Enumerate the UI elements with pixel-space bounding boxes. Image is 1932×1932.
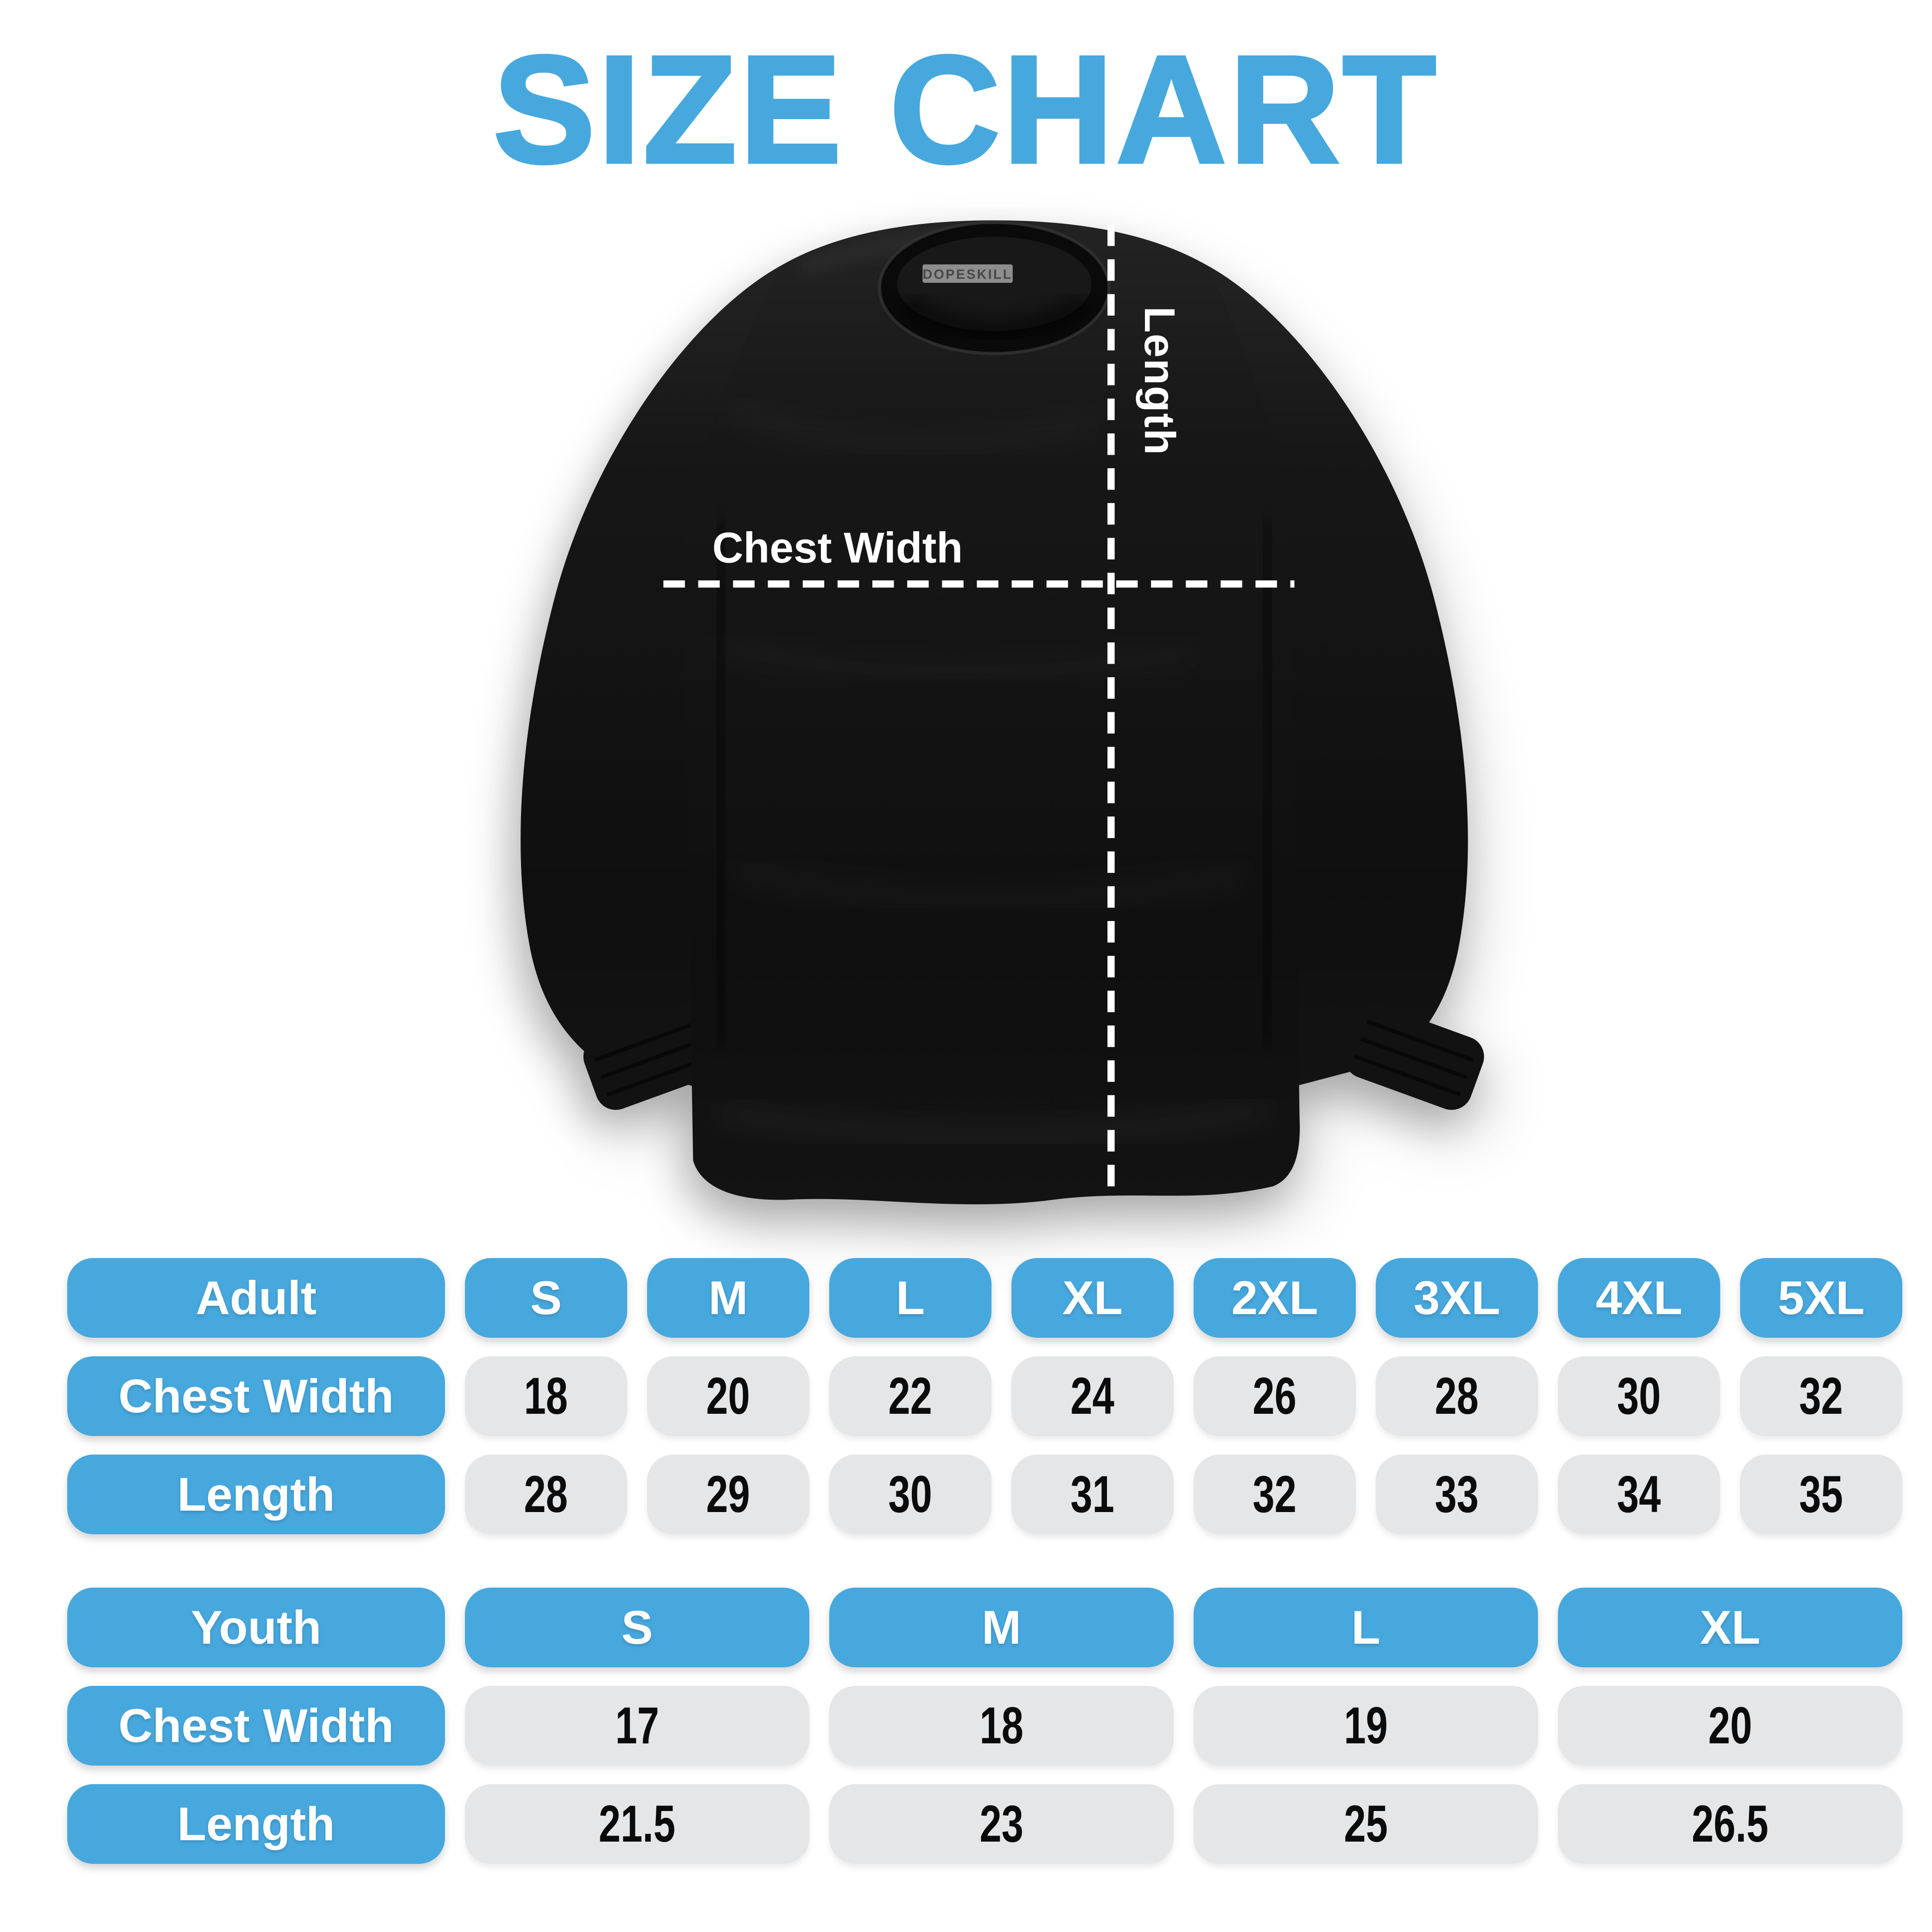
table-cell: 32	[1194, 1455, 1356, 1534]
youth-row-label: Chest Width	[67, 1686, 445, 1766]
wrinkle-highlight	[731, 863, 1247, 907]
table-cell: 30	[1558, 1356, 1720, 1436]
table-cell: 21.5	[465, 1784, 809, 1864]
table-cell: 32	[1740, 1356, 1902, 1436]
collar-tag	[922, 264, 1013, 283]
table-cell: 25	[1194, 1784, 1538, 1864]
table-cell: 26	[1194, 1356, 1356, 1436]
wrinkle-highlight	[725, 403, 1099, 451]
youth-size-header: L	[1194, 1588, 1538, 1667]
youth-size-table: Youth S M L XL Chest Width 17 18 19 20 L…	[67, 1588, 1902, 1864]
table-cell: 19	[1194, 1686, 1538, 1766]
table-cell: 17	[465, 1686, 809, 1766]
table-cell: 28	[465, 1455, 627, 1534]
wrinkle-highlight	[711, 637, 1201, 680]
hem-fold-highlight	[716, 1099, 1273, 1144]
shirt-cuff-right	[1344, 1004, 1484, 1110]
adult-size-header: L	[829, 1258, 991, 1338]
table-cell: 35	[1740, 1455, 1902, 1534]
collar-rib-edge	[878, 221, 1111, 355]
page-title: SIZE CHART	[492, 22, 1439, 197]
table-cell: 30	[829, 1455, 991, 1534]
adult-size-header: S	[465, 1258, 627, 1338]
adult-size-header: 5XL	[1740, 1258, 1902, 1338]
adult-size-header: 2XL	[1194, 1258, 1356, 1338]
youth-table-header: Youth	[67, 1588, 445, 1667]
adult-size-header: M	[647, 1258, 809, 1338]
adult-row-label: Chest Width	[67, 1356, 445, 1436]
chest-width-measure-label: Chest Width	[712, 523, 963, 572]
shirt-image: DOPESKILL Chest Width Length	[521, 220, 1484, 1205]
adult-row-label: Length	[67, 1455, 445, 1534]
table-cell: 18	[465, 1356, 627, 1436]
table-cell: 23	[829, 1784, 1174, 1864]
adult-size-header: XL	[1011, 1258, 1174, 1338]
adult-size-table: Adult S M L XL 2XL 3XL 4XL 5XL Chest Wid…	[67, 1258, 1902, 1534]
adult-table-header: Adult	[67, 1258, 445, 1338]
table-cell: 26.5	[1558, 1784, 1902, 1864]
collar-opening	[897, 236, 1092, 331]
youth-row-label: Length	[67, 1784, 445, 1864]
shirt-cuff-left	[583, 1004, 723, 1110]
table-cell: 29	[647, 1455, 809, 1534]
length-measure-label: Length	[1136, 306, 1184, 456]
shirt-body	[683, 220, 1300, 1205]
table-cell: 31	[1011, 1455, 1174, 1534]
table-cell: 33	[1376, 1455, 1538, 1534]
table-cell: 20	[647, 1356, 809, 1436]
table-cell: 28	[1376, 1356, 1538, 1436]
youth-size-header: XL	[1558, 1588, 1902, 1667]
table-cell: 34	[1558, 1455, 1720, 1534]
table-cell: 24	[1011, 1356, 1174, 1436]
youth-size-header: S	[465, 1588, 809, 1667]
collar-inner-shadow	[898, 293, 1090, 341]
table-cell: 20	[1558, 1686, 1902, 1766]
adult-size-header: 4XL	[1558, 1258, 1720, 1338]
sleeve-seam-shadow-right	[1257, 521, 1278, 1044]
youth-size-header: M	[829, 1588, 1174, 1667]
collar-tag-label: DOPESKILL	[922, 267, 1012, 282]
table-cell: 22	[829, 1356, 991, 1436]
sleeve-seam-shadow-left	[711, 521, 731, 1044]
adult-size-header: 3XL	[1376, 1258, 1538, 1338]
table-cell: 18	[829, 1686, 1174, 1766]
